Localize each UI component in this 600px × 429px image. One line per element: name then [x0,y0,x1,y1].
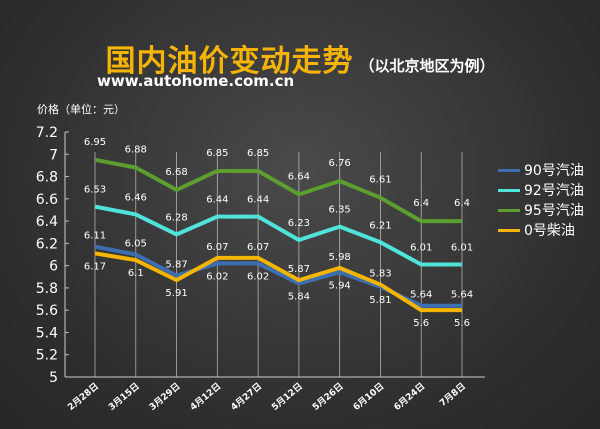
data-label: 6.44 [247,195,269,206]
y-tick-label: 7.2 [36,125,58,141]
y-axis-title: 价格（单位：元） [37,102,125,116]
legend-label: 95号汽油 [524,203,584,219]
chart-legend: 90号汽油 92号汽油 95号汽油 0号柴油 [498,160,584,240]
data-label: 6.35 [329,205,351,216]
legend-label: 90号汽油 [524,163,584,179]
legend-item: 90号汽油 [498,160,584,180]
data-label: 5.98 [329,252,351,263]
data-label: 6.07 [206,242,228,253]
legend-label: 92号汽油 [524,183,584,199]
data-label: 6.07 [247,242,269,253]
x-tick-label: 6月24日 [392,381,427,413]
data-label: 5.91 [165,288,187,299]
data-label: 6.01 [451,243,473,254]
x-tick-label: 5月12日 [270,381,305,413]
data-label: 5.94 [329,280,351,291]
data-label: 6.76 [329,158,351,169]
series-line-92号汽油 [94,204,462,267]
data-label: 6.21 [369,220,391,231]
legend-swatch [498,208,520,212]
website-url: www.autohome.com.cn [97,72,295,90]
y-tick-label: 5.4 [36,325,58,341]
y-tick-label: 5.6 [36,303,58,319]
legend-swatch [498,228,520,232]
x-tick-label: 5月26日 [310,381,345,413]
data-label: 6.4 [413,198,429,209]
y-tick-label: 6 [49,259,58,275]
data-label: 5.6 [413,318,429,329]
data-label: 6.1 [128,268,144,279]
y-tick-label: 6.4 [36,214,58,230]
data-label: 6.88 [125,145,147,156]
x-tick-label: 2月28日 [66,381,101,413]
data-label: 5.87 [165,260,187,271]
data-label: 6.01 [410,243,432,254]
series-line-0号柴油 [94,251,462,313]
chart-subtitle: （以北京地区为例） [359,57,495,75]
x-tick-label: 7月8日 [437,381,467,409]
y-tick-label: 6.6 [36,192,58,208]
data-label: 6.53 [84,185,106,196]
data-label: 5.81 [369,295,391,306]
series-line-95号汽油 [94,157,462,224]
data-label: 6.05 [125,239,147,250]
data-label: 6.28 [165,212,187,223]
legend-item: 92号汽油 [498,180,584,200]
x-tick-label: 3月29日 [147,381,182,413]
data-label: 6.61 [369,175,391,186]
y-tick-label: 6.8 [36,170,58,186]
x-tick-label: 4月27日 [229,381,264,413]
legend-item: 95号汽油 [498,200,584,220]
y-tick-label: 7 [49,147,58,163]
legend-item: 0号柴油 [498,220,584,240]
data-label: 6.4 [454,198,470,209]
data-label: 6.85 [206,148,228,159]
data-label: 5.83 [369,269,391,280]
legend-swatch [498,168,520,172]
data-label: 6.85 [247,148,269,159]
data-label: 6.68 [165,167,187,178]
y-tick-label: 6.2 [36,236,58,252]
data-label: 6.46 [125,192,147,203]
y-tick-label: 5 [49,370,58,386]
data-label: 5.6 [454,318,470,329]
data-label: 6.44 [206,195,228,206]
legend-swatch [498,188,520,192]
data-label: 6.95 [84,137,106,148]
data-label: 6.02 [206,271,228,282]
y-tick-label: 5.8 [36,281,58,297]
data-label: 5.64 [451,290,473,301]
data-label: 6.17 [84,261,106,272]
x-tick-label: 4月12日 [188,381,223,413]
chart-title: 国内油价变动走势 [105,44,354,79]
data-label: 5.64 [410,290,432,301]
data-label: 6.64 [288,171,310,182]
legend-label: 0号柴油 [524,223,575,239]
title-block: 国内油价变动走势 （以北京地区为例） [0,36,600,80]
data-label: 5.87 [288,264,310,275]
data-label: 6.23 [288,218,310,229]
data-label: 5.84 [288,291,310,302]
data-label: 6.11 [84,231,106,242]
x-tick-label: 3月15日 [106,381,141,413]
y-tick-label: 5.2 [36,348,58,364]
x-tick-label: 6月10日 [351,381,386,413]
data-label: 6.02 [247,271,269,282]
